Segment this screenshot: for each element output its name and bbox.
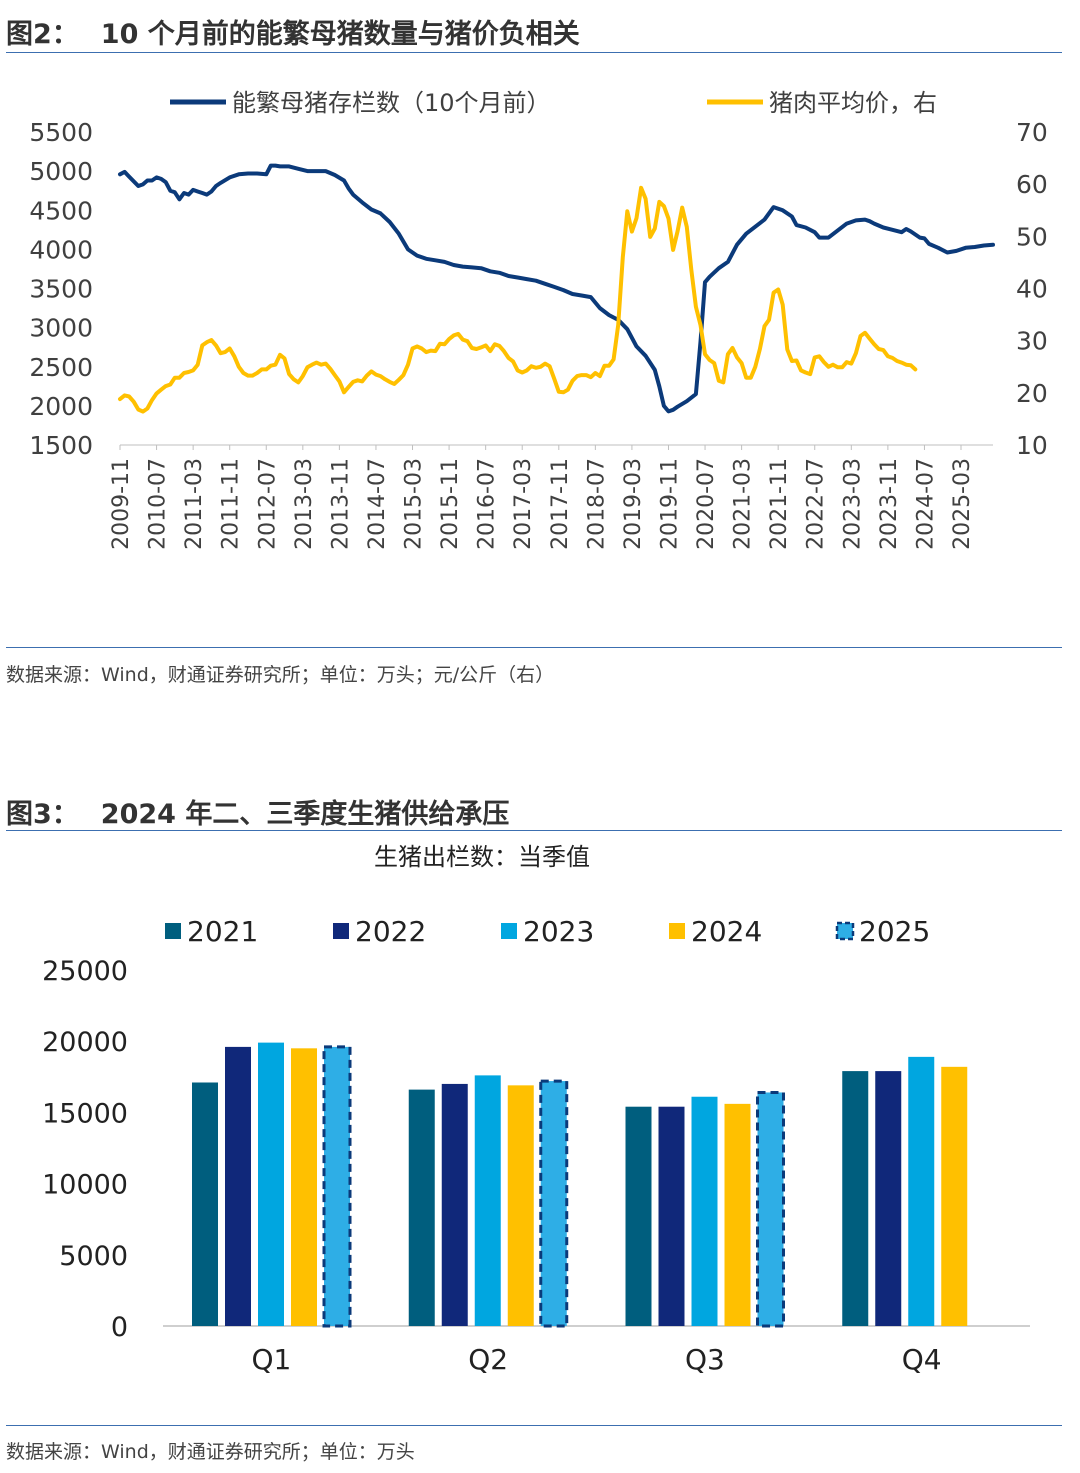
x-category-label: Q2 xyxy=(468,1343,508,1376)
x-tick-label: 2023-03 xyxy=(840,458,865,550)
x-tick-label: 2018-07 xyxy=(584,458,609,550)
x-tick-label: 2020-07 xyxy=(694,458,719,550)
y-left-tick-label: 4500 xyxy=(29,196,93,225)
bar-Q1-2023 xyxy=(258,1042,284,1326)
x-tick-label: 2024-07 xyxy=(913,458,938,550)
line-chart: 5500 5000 4500 4000 3500 3000 2500 2000 1500 70 60… xyxy=(29,89,1048,550)
x-tick-label: 2011-03 xyxy=(182,458,207,550)
x-tick-label: 2023-11 xyxy=(877,458,902,550)
y-left-tick-label: 3000 xyxy=(29,314,93,343)
x-tick-label: 2016-07 xyxy=(475,458,500,550)
legend-swatch-2021 xyxy=(165,923,181,939)
y-left-tick-label: 4000 xyxy=(29,235,93,264)
legend-swatch-2025 xyxy=(835,921,855,941)
bar-Q4-2021 xyxy=(842,1071,869,1326)
legend-label-2025: 2025 xyxy=(859,915,930,948)
x-tick-label: 2014-07 xyxy=(365,458,390,550)
bar-chart-title: 生猪出栏数：当季值 xyxy=(374,843,590,871)
figure-2-label: 图2： xyxy=(6,19,79,50)
sows-series-line xyxy=(118,163,995,414)
y-right-tick-label: 30 xyxy=(1016,327,1048,356)
legend-label-2023: 2023 xyxy=(523,915,594,948)
y-left-tick-label: 2500 xyxy=(29,353,93,382)
bar-Q2-2025 xyxy=(539,1079,569,1328)
bar-Q2-2023 xyxy=(474,1075,501,1326)
bar-chart: 生猪出栏数：当季值 2021 2022 2023 2024 2025 25000 20000 1… xyxy=(42,843,1030,1376)
y-tick-label: 10000 xyxy=(42,1170,128,1201)
x-tick-label: 2010-07 xyxy=(146,458,171,550)
legend-swatch-2023 xyxy=(501,923,517,939)
x-tick-label: 2015-03 xyxy=(402,458,427,550)
bar-Q3-2022 xyxy=(658,1106,685,1326)
y-left-tick-label: 3500 xyxy=(29,275,93,304)
y-right-tick-label: 50 xyxy=(1016,222,1048,251)
bar-Q2-2021 xyxy=(408,1089,435,1326)
pork-price-series-line xyxy=(118,185,918,414)
bar-Q3-2021 xyxy=(625,1106,652,1326)
x-tick-label: 2015-11 xyxy=(438,458,463,550)
bar-Q2-2024 xyxy=(507,1085,534,1326)
figure-2-bottom-rule xyxy=(6,647,1062,648)
legend-label-2024: 2024 xyxy=(691,915,762,948)
figure-3-bottom-rule xyxy=(6,1425,1062,1426)
figure-3-top-rule xyxy=(6,830,1062,831)
bar-Q1-2025 xyxy=(322,1045,352,1328)
x-tick-label: 2017-03 xyxy=(511,458,536,550)
legend-swatch-2022 xyxy=(333,923,349,939)
figure-2-source: 数据来源：Wind，财通证券研究所；单位：万头；元/公斤（右） xyxy=(6,664,555,686)
x-tick-label: 2021-11 xyxy=(767,458,792,550)
bar-Q3-2024 xyxy=(724,1103,751,1326)
y-left-tick-label: 5000 xyxy=(29,157,93,186)
y-tick-label: 0 xyxy=(111,1312,128,1343)
x-tick-label: 2009-11 xyxy=(109,458,134,550)
bar-Q4-2024 xyxy=(941,1066,968,1326)
bar-Q3-2023 xyxy=(691,1096,718,1326)
x-category-label: Q3 xyxy=(685,1343,725,1376)
x-tick-label: 2013-11 xyxy=(328,458,353,550)
y-left-tick-label: 1500 xyxy=(29,431,93,460)
x-tick-label: 2012-07 xyxy=(255,458,280,550)
x-tick-label: 2017-11 xyxy=(548,458,573,550)
legend-sows-label: 能繁母猪存栏数（10个月前） xyxy=(232,89,551,117)
y-tick-label: 15000 xyxy=(42,1098,128,1129)
x-tick-label: 2013-03 xyxy=(292,458,317,550)
legend-swatch-2024 xyxy=(669,923,685,939)
bar-Q2-2022 xyxy=(441,1083,468,1326)
y-tick-label: 5000 xyxy=(59,1241,128,1272)
legend-label-2021: 2021 xyxy=(187,915,258,948)
y-left-tick-label: 2000 xyxy=(29,392,93,421)
figure-2-top-rule xyxy=(6,52,1062,53)
x-tick-label: 2019-11 xyxy=(657,458,682,550)
y-right-tick-label: 60 xyxy=(1016,170,1048,199)
legend-label-2022: 2022 xyxy=(355,915,426,948)
figure-2-title: 图2： 10 个月前的能繁母猪数量与猪价负相关 xyxy=(6,12,580,51)
y-right-tick-label: 20 xyxy=(1016,379,1048,408)
x-tick-label: 2011-11 xyxy=(219,458,244,550)
x-tick-label: 2022-07 xyxy=(804,458,829,550)
legend-price-label: 猪肉平均价，右 xyxy=(769,89,937,117)
bar-Q1-2024 xyxy=(291,1048,317,1326)
y-tick-label: 20000 xyxy=(42,1027,128,1058)
y-right-tick-label: 40 xyxy=(1016,275,1048,304)
bar-Q1-2021 xyxy=(192,1082,218,1326)
figure-3-title-text: 2024 年二、三季度生猪供给承压 xyxy=(100,799,510,830)
y-right-tick-label: 70 xyxy=(1016,118,1048,147)
bar-Q4-2023 xyxy=(908,1056,935,1326)
x-category-label: Q4 xyxy=(902,1343,942,1376)
figure-3-title: 图3： 2024 年二、三季度生猪供给承压 xyxy=(6,792,509,831)
figure-3-source: 数据来源：Wind，财通证券研究所；单位：万头 xyxy=(6,1441,415,1463)
y-right-tick-label: 10 xyxy=(1016,431,1048,460)
figure-3-label: 图3： xyxy=(6,799,79,830)
bar-Q3-2025 xyxy=(756,1090,785,1328)
bar-Q4-2022 xyxy=(875,1071,902,1326)
x-tick-label: 2019-03 xyxy=(621,458,646,550)
figure-2-title-text: 10 个月前的能繁母猪数量与猪价负相关 xyxy=(100,19,580,50)
y-left-tick-label: 5500 xyxy=(29,118,93,147)
bar-Q1-2022 xyxy=(225,1046,251,1326)
y-tick-label: 25000 xyxy=(42,956,128,987)
x-tick-label: 2025-03 xyxy=(950,458,975,550)
x-category-label: Q1 xyxy=(251,1343,291,1376)
x-tick-label: 2021-03 xyxy=(731,458,756,550)
